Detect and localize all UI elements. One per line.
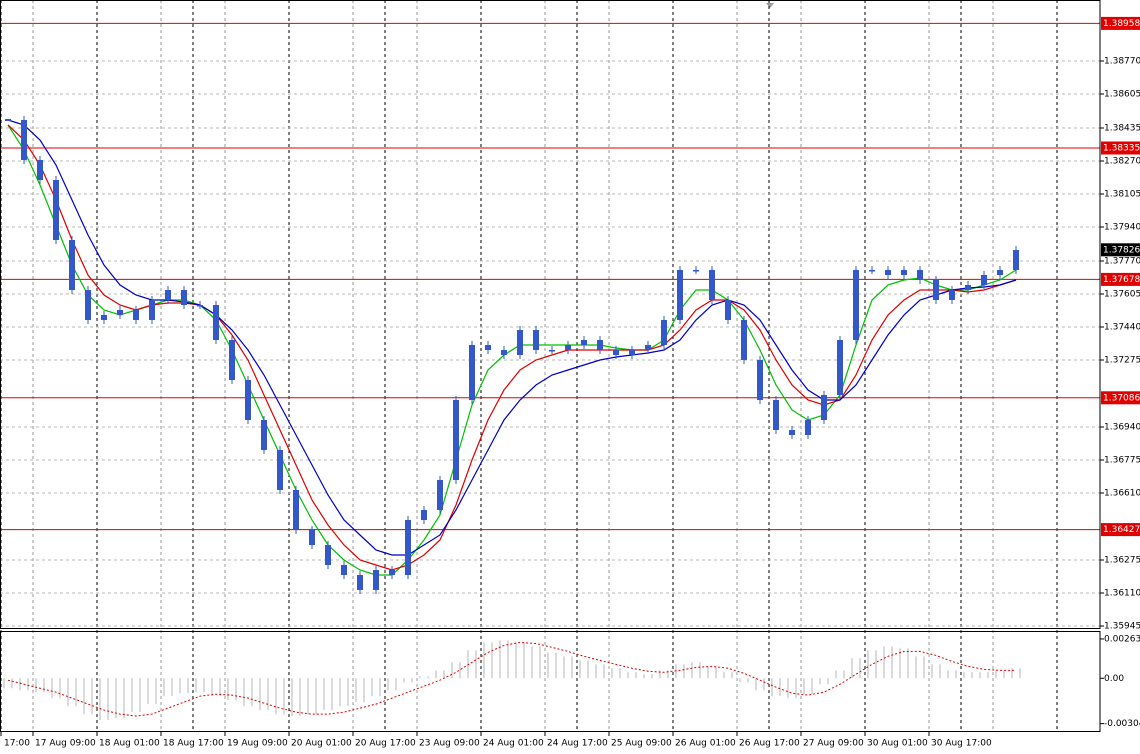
y-tick-label: 1.36775 <box>1104 456 1140 466</box>
x-tick-label: 24 Aug 17:00 <box>547 739 608 749</box>
level-label-box <box>1101 272 1140 286</box>
y-tick-label: 0.00 <box>1104 674 1124 684</box>
y-tick-label: 1.35945 <box>1104 622 1140 632</box>
level-label: 1.37678 <box>1103 275 1140 285</box>
x-tick-label: 18 Aug 01:00 <box>99 739 160 749</box>
x-tick-label: 20 Aug 17:00 <box>355 739 416 749</box>
x-tick-label: 24 Aug 01:00 <box>483 739 544 749</box>
level-label-box <box>1101 391 1140 405</box>
level-label: 1.38958 <box>1103 19 1140 29</box>
signal-line <box>7 641 1016 717</box>
x-tick-label: 30 Aug 01:00 <box>867 739 928 749</box>
x-tick-label: 20 Aug 01:00 <box>291 739 352 749</box>
moving-average <box>7 124 1017 571</box>
y-tick-label: 1.37605 <box>1104 290 1140 300</box>
moving-average <box>7 119 1017 556</box>
y-tick-label: 1.38605 <box>1104 90 1140 100</box>
x-tick-label: 18 Aug 17:00 <box>163 739 224 749</box>
y-tick-label: 1.37940 <box>1104 223 1140 233</box>
y-tick-label: 1.37275 <box>1104 356 1140 366</box>
level-label-box <box>1101 523 1140 537</box>
oscillator-frame <box>0 631 1101 732</box>
current-price-box <box>1101 243 1140 257</box>
y-tick-label: 1.38105 <box>1104 190 1140 200</box>
x-tick-label: 26 Aug 01:00 <box>675 739 736 749</box>
level-label: 1.37086 <box>1103 393 1140 403</box>
y-tick-label: 1.38270 <box>1104 157 1140 167</box>
shift-marker <box>766 3 774 8</box>
y-tick-label: 1.37440 <box>1104 323 1140 333</box>
level-label: 1.36427 <box>1103 525 1140 535</box>
y-tick-label: 1.36610 <box>1104 489 1140 499</box>
level-label-box <box>1101 141 1140 155</box>
level-label: 1.38335 <box>1103 144 1140 154</box>
y-tick-label: 1.37770 <box>1104 257 1140 267</box>
x-tick-label: 17:00 <box>4 739 30 749</box>
x-tick-label: 30 Aug 17:00 <box>931 739 992 749</box>
x-tick-label: 27 Aug 09:00 <box>803 739 864 749</box>
x-tick-label: 19 Aug 09:00 <box>227 739 288 749</box>
y-tick-label: 1.38435 <box>1104 124 1140 134</box>
y-tick-label: 0.002635 <box>1104 634 1140 644</box>
level-label-box <box>1101 16 1140 30</box>
y-tick-label: 1.36110 <box>1104 589 1140 599</box>
main-frame <box>0 0 1101 629</box>
y-tick-label: 1.38770 <box>1104 57 1140 67</box>
y-tick-label: 1.36275 <box>1104 556 1140 566</box>
y-tick-label: 1.36940 <box>1104 423 1140 433</box>
x-tick-label: 25 Aug 09:00 <box>611 739 672 749</box>
current-price-label: 1.37826 <box>1103 245 1140 255</box>
x-tick-label: 23 Aug 09:00 <box>419 739 480 749</box>
x-tick-label: 17 Aug 09:00 <box>35 739 96 749</box>
y-tick-label: -0.00304 <box>1104 719 1140 729</box>
moving-average <box>7 124 1017 576</box>
x-tick-label: 26 Aug 17:00 <box>739 739 800 749</box>
